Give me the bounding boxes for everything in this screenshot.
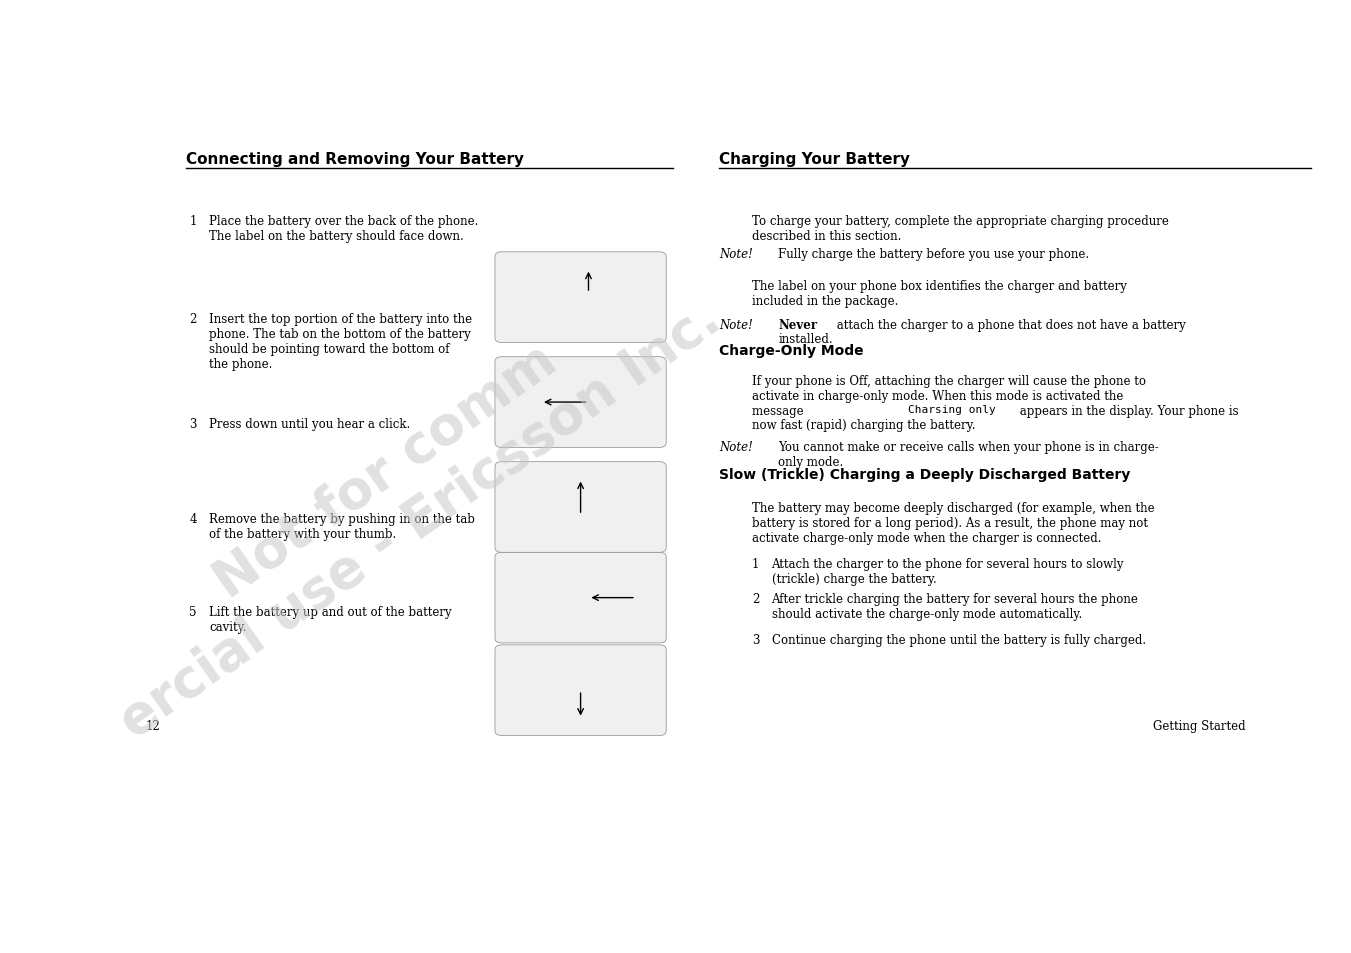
Text: installed.: installed. bbox=[778, 333, 832, 346]
Text: Place the battery over the back of the phone.
The label on the battery should fa: Place the battery over the back of the p… bbox=[209, 214, 478, 242]
Text: attach the charger to a phone that does not have a battery: attach the charger to a phone that does … bbox=[834, 318, 1186, 332]
Text: Slow (Trickle) Charging a Deeply Discharged Battery: Slow (Trickle) Charging a Deeply Dischar… bbox=[719, 467, 1131, 481]
FancyBboxPatch shape bbox=[494, 253, 666, 343]
Text: Connecting and Removing Your Battery: Connecting and Removing Your Battery bbox=[185, 152, 523, 167]
Text: The label on your phone box identifies the charger and battery
included in the p: The label on your phone box identifies t… bbox=[751, 280, 1127, 308]
Text: Note!: Note! bbox=[719, 440, 753, 454]
Text: 3: 3 bbox=[751, 634, 759, 647]
Text: Note!: Note! bbox=[719, 248, 753, 261]
Text: appears in the display. Your phone is: appears in the display. Your phone is bbox=[1016, 405, 1239, 418]
Text: Lift the battery up and out of the battery
cavity.: Lift the battery up and out of the batte… bbox=[209, 605, 451, 633]
Text: Note!: Note! bbox=[719, 318, 753, 332]
Text: To charge your battery, complete the appropriate charging procedure
described in: To charge your battery, complete the app… bbox=[751, 214, 1169, 242]
Text: 2: 2 bbox=[189, 313, 197, 326]
Text: Never: Never bbox=[778, 318, 817, 332]
Text: 2: 2 bbox=[751, 593, 759, 606]
Text: If your phone is Off, attaching the charger will cause the phone to
activate in : If your phone is Off, attaching the char… bbox=[751, 375, 1146, 417]
Text: You cannot make or receive calls when your phone is in charge-
only mode.: You cannot make or receive calls when yo… bbox=[778, 440, 1159, 468]
FancyBboxPatch shape bbox=[494, 357, 666, 448]
Text: Press down until you hear a click.: Press down until you hear a click. bbox=[209, 417, 411, 431]
Text: Not for comm
ercial use - Ericsson Inc.: Not for comm ercial use - Ericsson Inc. bbox=[76, 243, 730, 748]
Text: 1: 1 bbox=[751, 558, 759, 571]
Text: Charging Your Battery: Charging Your Battery bbox=[719, 152, 909, 167]
Text: now fast (rapid) charging the battery.: now fast (rapid) charging the battery. bbox=[751, 418, 975, 432]
Text: Charsing only: Charsing only bbox=[908, 405, 996, 415]
Text: After trickle charging the battery for several hours the phone
should activate t: After trickle charging the battery for s… bbox=[771, 593, 1139, 620]
Text: The battery may become deeply discharged (for example, when the
battery is store: The battery may become deeply discharged… bbox=[751, 501, 1154, 544]
FancyBboxPatch shape bbox=[494, 462, 666, 553]
Text: 3: 3 bbox=[189, 417, 197, 431]
FancyBboxPatch shape bbox=[494, 553, 666, 643]
Text: Insert the top portion of the battery into the
phone. The tab on the bottom of t: Insert the top portion of the battery in… bbox=[209, 313, 473, 371]
Text: 4: 4 bbox=[189, 513, 197, 526]
Text: Remove the battery by pushing in on the tab
of the battery with your thumb.: Remove the battery by pushing in on the … bbox=[209, 513, 476, 540]
FancyBboxPatch shape bbox=[494, 645, 666, 736]
Text: Fully charge the battery before you use your phone.: Fully charge the battery before you use … bbox=[778, 248, 1089, 261]
Text: 5: 5 bbox=[189, 605, 197, 618]
Text: 12: 12 bbox=[146, 720, 161, 733]
Text: 1: 1 bbox=[189, 214, 197, 228]
Text: Attach the charger to the phone for several hours to slowly
(trickle) charge the: Attach the charger to the phone for seve… bbox=[771, 558, 1124, 585]
Text: Charge-Only Mode: Charge-Only Mode bbox=[719, 343, 863, 357]
Text: Continue charging the phone until the battery is fully charged.: Continue charging the phone until the ba… bbox=[771, 634, 1146, 647]
Text: Getting Started: Getting Started bbox=[1152, 720, 1246, 733]
